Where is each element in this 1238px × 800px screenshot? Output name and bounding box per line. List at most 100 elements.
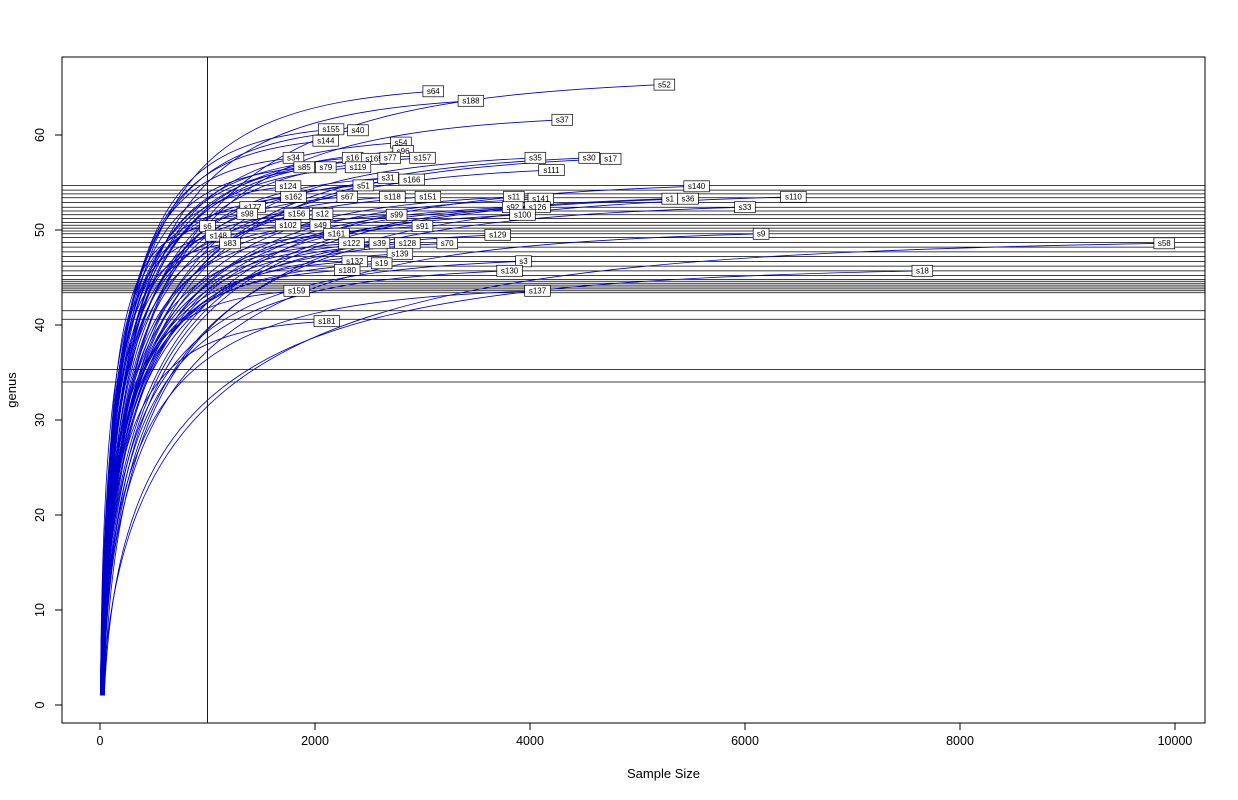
curve-label-box: [538, 164, 565, 176]
curve-label-text: s102: [279, 221, 297, 230]
curve-label-box: [524, 201, 551, 214]
curve-label-box: [293, 161, 315, 174]
curve-label-text: s36: [682, 195, 695, 204]
curve-label: s100: [509, 208, 536, 221]
curve-label-box: [411, 220, 434, 233]
curve-label-text: s39: [373, 239, 386, 248]
rarefaction-curve: [102, 198, 689, 696]
curve-label-text: s40: [352, 126, 365, 135]
curve-label-box: [311, 207, 334, 220]
curve-label: s17: [599, 152, 622, 165]
curve-label-text: s17: [604, 155, 617, 164]
curve-label: s148: [205, 229, 232, 242]
curve-label-box: [386, 247, 414, 260]
curve-label-box: [1153, 237, 1175, 250]
curve-label-text: s77: [384, 154, 397, 163]
curve-label: s111: [538, 164, 565, 176]
rarefaction-curve: [103, 242, 380, 696]
curve-label-box: [414, 190, 442, 203]
curve-label-box: [484, 228, 511, 241]
curve-label-text: s49: [314, 221, 327, 230]
curve-label: s157: [409, 151, 436, 164]
curve-label-box: [219, 237, 241, 250]
curve-label: s159: [283, 284, 310, 297]
plot-border: [61, 56, 1206, 724]
curve-label: s37: [551, 113, 573, 126]
curve-label-text: s159: [288, 287, 306, 296]
rarefaction-curve: [100, 262, 382, 696]
curve-label: s9: [752, 227, 770, 240]
curve-label-text: s100: [514, 211, 532, 220]
rarefaction-curve: [102, 206, 746, 691]
curve-label-box: [315, 161, 337, 174]
curve-label-box: [352, 179, 375, 192]
curve-label-box: [911, 264, 934, 277]
curve-label-box: [336, 190, 358, 203]
rarefaction-curve: [103, 270, 923, 694]
curve-label-text: s162: [285, 193, 303, 202]
curve-label-text: s180: [339, 266, 357, 275]
rarefaction-curve: [101, 233, 762, 696]
curve-label: s181: [313, 315, 340, 328]
curve-label: s11: [503, 190, 525, 203]
rarefaction-curve: [100, 224, 289, 696]
curve-label-box: [734, 201, 756, 214]
curve-label-box: [283, 284, 310, 297]
curve-label: s91: [411, 220, 434, 233]
rarefaction-curve: [103, 233, 337, 694]
curve-label: s144: [312, 134, 339, 147]
curve-label: s30: [578, 151, 600, 164]
rarefaction-curve: [103, 225, 208, 691]
rarefaction-curve: [101, 206, 513, 696]
curve-label: s49: [309, 219, 332, 232]
curve-label: s39: [368, 237, 391, 250]
curve-label-box: [347, 124, 369, 137]
curve-label-box: [677, 192, 699, 205]
curve-label-box: [280, 190, 307, 203]
x-tick-label: 8000: [946, 734, 974, 748]
y-tick-label: 20: [33, 508, 47, 522]
curve-label-box: [236, 207, 258, 220]
curve-label-box: [377, 171, 399, 184]
curve-label: s3: [515, 255, 532, 268]
curve-label-text: s165: [365, 155, 383, 164]
curve-label-text: s140: [688, 182, 706, 191]
curve-label-box: [282, 151, 305, 164]
curve-label: s110: [780, 190, 807, 203]
curve-label: s129: [484, 228, 511, 241]
curve-label-box: [274, 219, 302, 232]
y-tick-label: 30: [33, 413, 47, 427]
curve-label-text: s37: [556, 116, 569, 125]
curve-label-text: s3: [519, 257, 528, 266]
curve-label: s118: [379, 190, 406, 203]
curve-label: s128: [394, 237, 421, 250]
curve-label-text: s83: [224, 239, 237, 248]
y-tick-label: 40: [33, 318, 47, 332]
curve-label: s58: [1153, 237, 1175, 250]
curve-label-box: [334, 264, 361, 276]
curve-label-box: [379, 190, 406, 203]
curve-label-text: s166: [403, 176, 421, 185]
rarefaction-curve: [102, 150, 404, 691]
curve-label: s126: [524, 201, 551, 214]
curve-label: s1: [661, 192, 679, 205]
rarefaction-curve: [100, 206, 253, 691]
curve-label: s51: [352, 179, 375, 192]
curve-label-box: [653, 78, 676, 91]
rarefaction-curve: [102, 269, 348, 691]
curve-label-box: [457, 94, 485, 107]
rarefaction-curve: [102, 320, 327, 694]
curve-label-box: [422, 85, 444, 98]
curve-label: s119: [344, 161, 372, 174]
curve-label-box: [496, 264, 523, 277]
curve-label: s35: [524, 151, 547, 164]
curve-label-text: s151: [419, 193, 437, 202]
curve-label-box: [599, 152, 622, 165]
curve-label-text: s119: [350, 163, 367, 172]
curve-label-text: s128: [399, 239, 417, 248]
x-tick-label: 4000: [516, 734, 544, 748]
rarefaction-curve: [102, 196, 348, 696]
y-tick-label: 60: [33, 128, 47, 142]
curve-label-box: [368, 237, 391, 250]
curve-label-text: s18: [916, 267, 929, 276]
